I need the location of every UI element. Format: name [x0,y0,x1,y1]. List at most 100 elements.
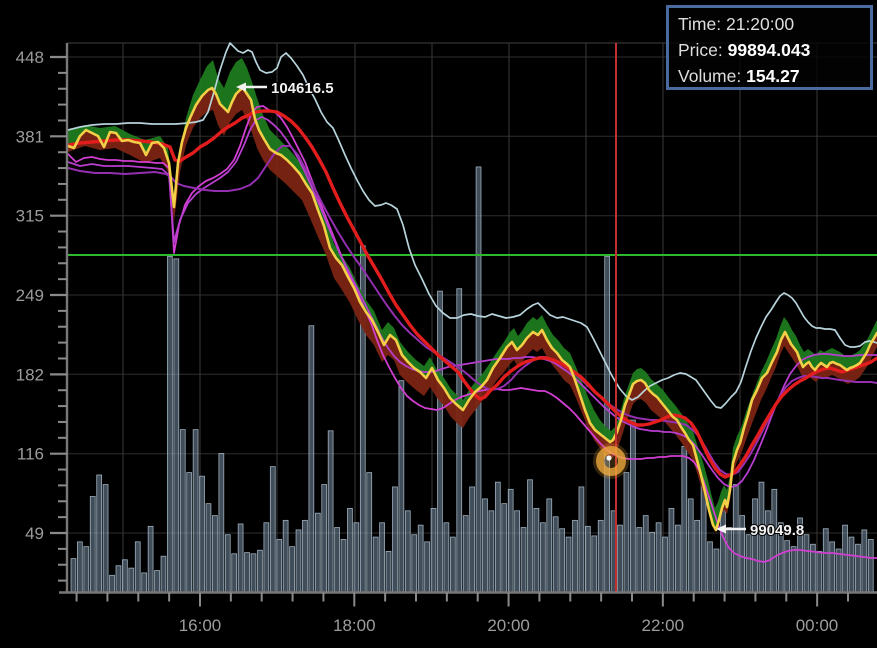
volume-bar [102,484,109,593]
volume-bar [790,546,797,593]
tooltip-volume-label: Volume: [678,66,742,86]
volume-bar [462,515,469,593]
magenta-slow-line [67,105,877,563]
volume-bar [552,516,559,593]
volume-bar [732,484,739,593]
y-axis-label: 49 [25,524,44,543]
magenta-mid-line [67,116,877,488]
volume-bar [842,524,848,593]
tooltip-price-label: Price: [678,40,723,60]
volume-bar [353,522,360,593]
volume-bar [720,510,726,593]
volume-bar [179,429,186,593]
price-annotations: 104616.5 99049.8 [236,79,805,540]
volume-bar [392,486,398,593]
volume-bar [404,510,411,593]
volume-bar [707,541,713,593]
volume-bar [855,543,861,593]
volume-bar [411,534,418,593]
volume-bar [308,325,315,593]
volume-bar [482,498,488,593]
tooltip-time-value: 21:20:00 [725,14,795,34]
volume-bar [430,508,437,593]
volume-bar [141,572,148,593]
volume-bar [417,524,424,593]
x-axis-label: 16:00 [179,616,222,635]
volume-bar [494,481,501,593]
volume-bar [488,510,495,593]
volume-bar [533,508,540,593]
upper-band-pale-line [67,42,877,409]
x-axis-label: 20:00 [487,616,530,635]
volume-bar [321,484,328,593]
volume-bar [372,536,379,593]
volume-bar [578,486,585,593]
y-axis-label: 381 [16,127,44,146]
y-axis-label: 315 [16,207,44,226]
volume-bar [745,534,752,593]
volume-bar [340,539,347,593]
annotation-label: 104616.5 [271,80,334,97]
volume-bar [327,430,334,593]
volume-bar [160,555,167,593]
volume-bar [128,567,135,593]
volume-bar [109,574,115,593]
purple-ma-line [67,145,877,476]
volume-bar [263,522,270,593]
volume-bar [77,541,83,593]
volume-bar [269,466,276,593]
volume-bar [597,519,604,593]
volume-bar [642,515,649,593]
volume-bar [295,529,302,593]
volume-bar [469,486,475,593]
volume-bar [250,553,257,593]
volume-bar [173,258,180,593]
price-yellow-line [66,86,877,532]
volume-bar [147,525,154,593]
volume-bar [192,429,199,593]
volume-bar [623,472,630,593]
volume-bar [655,522,662,593]
volume-bar [861,529,868,593]
volume-bar [630,419,636,593]
cursor-marker[interactable] [593,443,629,479]
volume-bar [829,541,836,593]
marker-ring[interactable] [596,446,626,476]
volume-bar [205,503,212,593]
volume-bar [347,508,353,593]
annotation-label: 99049.8 [750,522,804,539]
annotation-arrowhead-icon [716,524,726,534]
volume-bar [134,541,141,593]
volume-bar [244,552,250,593]
volume-bar [231,553,238,593]
tooltip-price-value: 99894.043 [727,40,811,60]
y-axis-label: 448 [16,48,44,67]
volume-bar [565,536,572,593]
volume-bar [867,539,874,593]
volume-bar [379,522,385,593]
volume-bar [681,445,688,593]
volume-bar [224,534,231,593]
volume-bar [154,570,160,593]
red-ma-line [66,109,877,479]
volume-bar [314,512,321,593]
volume-bar [186,472,193,593]
x-axis-label: 00:00 [796,616,839,635]
volume-bar [803,534,810,593]
y-axis-label: 116 [17,445,44,464]
tooltip-price-row: Price: 99894.043 [678,37,861,63]
volume-bar [276,539,283,593]
volume-bar [726,527,733,593]
volume-bar [636,527,643,593]
volume-bar [514,510,520,593]
volume-bar [366,472,373,593]
volume-bar [668,508,675,593]
volume-bar [848,536,855,593]
volume-bar [237,523,244,593]
ribbon-green-fill [68,58,877,530]
volume-bar [70,558,77,593]
volume-bar [572,519,578,593]
volume-bar [687,498,694,593]
